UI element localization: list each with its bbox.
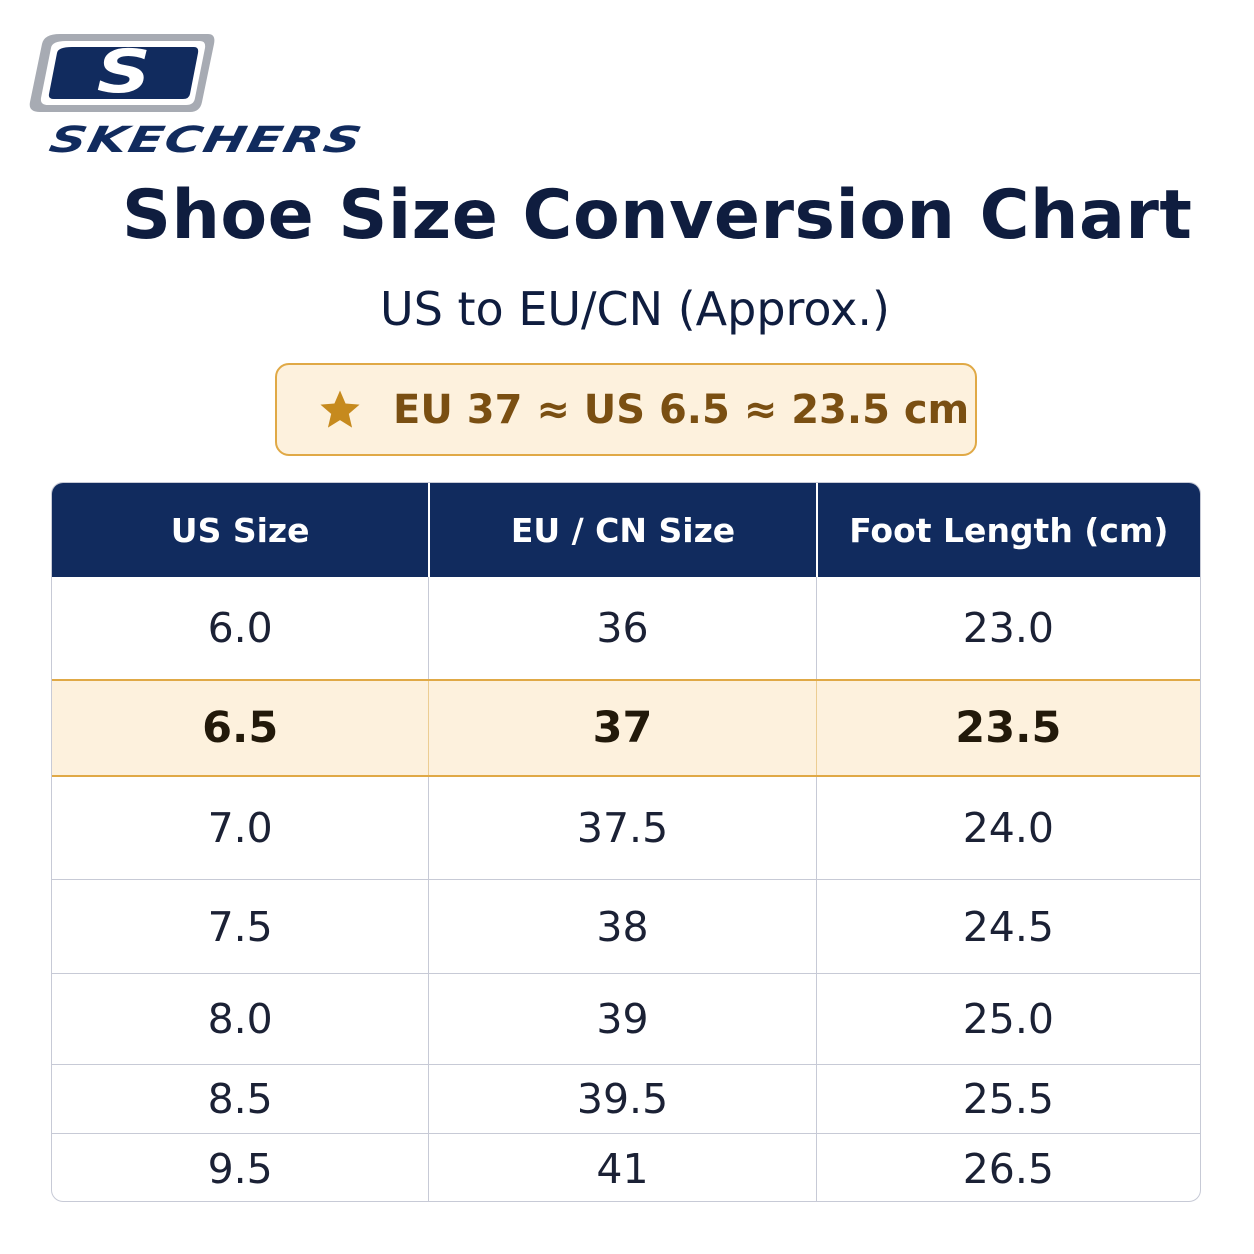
column-header-foot-length: Foot Length (cm)	[815, 483, 1200, 577]
page-title: Shoe Size Conversion Chart	[122, 176, 1193, 255]
skechers-logo: S SKECHERS	[20, 28, 380, 164]
svg-text:SKECHERS: SKECHERS	[46, 118, 367, 161]
cell-foot-length: 24.0	[815, 777, 1200, 879]
cell-us-size: 8.0	[207, 995, 273, 1043]
cell-us-size: 8.5	[207, 1075, 273, 1123]
cell-foot-length: 26.5	[815, 1134, 1200, 1201]
highlight-callout: EU 37 ≈ US 6.5 ≈ 23.5 cm	[275, 363, 977, 456]
cell-foot-length: 23.5	[815, 681, 1200, 775]
cell-us-size: 7.0	[207, 804, 273, 852]
skechers-logo-artwork: S SKECHERS	[29, 34, 367, 161]
cell-eu-cn-size: 37.5	[428, 777, 815, 879]
column-header-us-size: US Size	[170, 510, 310, 550]
cell-eu-cn-size: 39	[428, 974, 815, 1064]
column-header-eu-cn-size: EU / CN Size	[428, 483, 815, 577]
cell-us-size: 6.5	[202, 703, 279, 753]
table-row: 6.0 36 23.0	[52, 577, 1200, 679]
cell-us-size: 7.5	[207, 902, 273, 951]
cell-us-size: 6.0	[207, 604, 273, 652]
cell-foot-length: 23.0	[815, 577, 1200, 679]
table-header: US Size EU / CN Size Foot Length (cm)	[52, 483, 1200, 577]
cell-eu-cn-size: 41	[428, 1134, 815, 1201]
svg-text:S: S	[97, 37, 151, 107]
star-icon	[320, 389, 360, 428]
table-row: 7.5 38 24.5	[52, 879, 1200, 973]
cell-eu-cn-size: 36	[428, 577, 815, 679]
cell-eu-cn-size: 39.5	[428, 1065, 815, 1133]
cell-foot-length: 25.5	[815, 1065, 1200, 1133]
table-row: 8.0 39 25.0	[52, 973, 1200, 1064]
table-row: 7.0 37.5 24.0	[52, 777, 1200, 879]
table-row-highlighted: 6.5 37 23.5	[52, 679, 1200, 777]
size-conversion-table: US Size EU / CN Size Foot Length (cm) 6.…	[51, 482, 1201, 1202]
callout-text: EU 37 ≈ US 6.5 ≈ 23.5 cm	[393, 386, 970, 433]
cell-eu-cn-size: 38	[428, 880, 815, 973]
cell-foot-length: 25.0	[815, 974, 1200, 1064]
cell-eu-cn-size: 37	[428, 681, 815, 775]
table-row: 9.5 41 26.5	[52, 1133, 1200, 1201]
cell-foot-length: 24.5	[815, 880, 1200, 973]
cell-us-size: 9.5	[207, 1144, 273, 1193]
table-row: 8.5 39.5 25.5	[52, 1064, 1200, 1133]
page-subtitle: US to EU/CN (Approx.)	[380, 282, 890, 336]
